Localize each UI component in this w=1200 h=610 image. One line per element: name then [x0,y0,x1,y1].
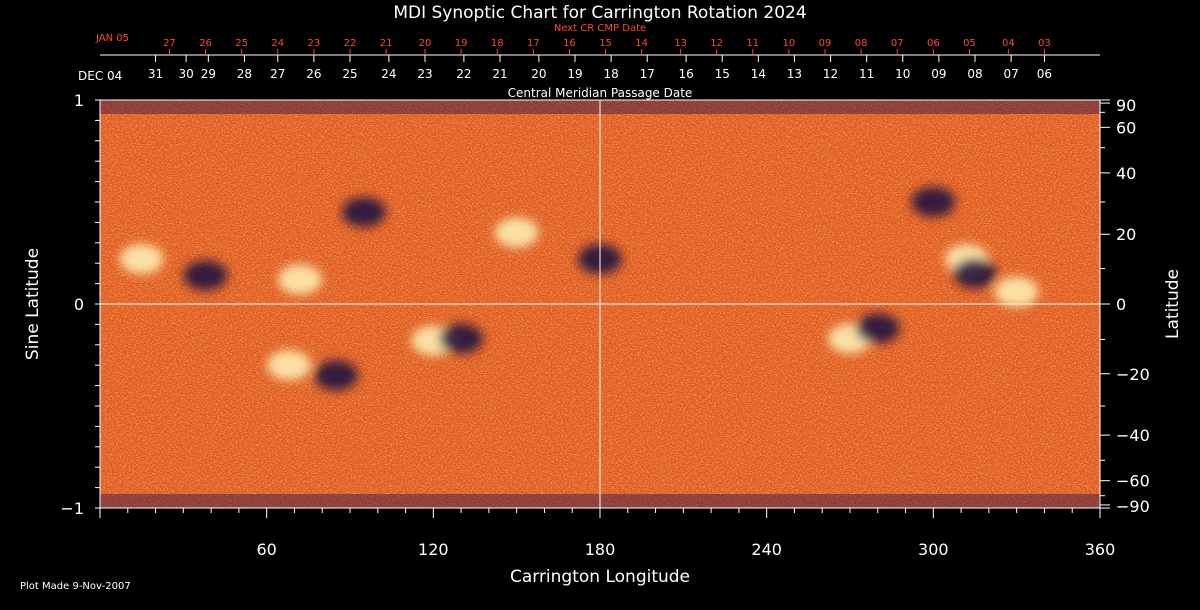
cmp-date-label: 16 [678,67,693,81]
cmp-date-label: 18 [603,67,618,81]
next-cr-date-label: 18 [491,38,504,49]
cmp-date-label: 14 [751,67,766,81]
active-region-negative [953,258,997,289]
cmp-date-label: 30 [178,67,193,81]
cmp-date-label: 21 [492,67,507,81]
next-cr-date-label: 03 [1038,38,1051,49]
x-tick-label: 60 [256,540,276,559]
y-left-tick-label: 0 [74,295,84,314]
cmp-date-label: 10 [895,67,910,81]
y-right-tick-label: −60 [1116,472,1150,491]
cmp-date-label: 25 [342,67,357,81]
y-axis-label-left: Sine Latitude [23,248,43,360]
x-tick-label: 360 [1085,540,1116,559]
active-region-negative [341,197,386,228]
next-cr-date-label: 12 [710,38,723,49]
cmp-date-label: 28 [237,67,252,81]
cmp-date-label: 08 [967,67,982,81]
plot-date-footer: Plot Made 9-Nov-2007 [20,581,131,592]
x-tick-label: 120 [418,540,449,559]
next-cr-date-label: 23 [308,38,321,49]
y-right-tick-label: 60 [1116,118,1136,137]
next-cr-date-label: 20 [419,38,432,49]
cmp-start-label: DEC 04 [78,69,122,83]
active-region-negative [439,323,484,354]
cmp-date-label: 17 [640,67,655,81]
cmp-date-label: 13 [787,67,802,81]
x-tick-label: 240 [751,540,782,559]
y-right-tick-label: 40 [1116,164,1136,183]
active-region-positive [278,264,322,295]
next-cr-date-label: 19 [455,38,468,49]
next-cr-date-label: 15 [599,38,612,49]
active-region-positive [994,276,1039,307]
y-left-tick-label: 1 [74,91,84,110]
next-cr-date-label: 25 [235,38,248,49]
next-cr-date-label: 22 [344,38,357,49]
y-right-tick-label: 90 [1116,96,1136,115]
next-cr-date-label: 07 [891,38,904,49]
next-cr-date-label: 26 [199,38,212,49]
y-right-tick-label: 20 [1116,225,1136,244]
next-cr-start-label: JAN 05 [95,33,129,44]
next-cr-date-label: 10 [783,38,796,49]
cmp-date-label: 12 [823,67,838,81]
y-left-tick-label: −1 [60,499,84,518]
x-axis-label: Carrington Longitude [510,567,690,587]
y-right-tick-label: −20 [1116,365,1150,384]
cmp-date-label: 15 [715,67,730,81]
next-cr-date-label: 24 [271,38,284,49]
cmp-date-label: 07 [1003,67,1018,81]
next-cr-date-label: 05 [963,38,976,49]
axes: 60 120 180 240 300 360 1 0 −1 90 60 40 20 0 −20 −40 −60 −… [60,91,1149,559]
cmp-date-label: 06 [1037,67,1052,81]
active-region-positive [266,350,311,381]
y-right-tick-label: −40 [1116,426,1150,445]
next-cr-date-label: 16 [563,38,576,49]
next-cr-date-label: 04 [1002,38,1015,49]
y-axis-label-right: Latitude [1163,269,1183,339]
cmp-date-label: 24 [381,67,396,81]
x-tick-label: 180 [585,540,616,559]
next-cr-date-axis: 27 26 25 24 23 22 21 20 19 18 17 16 15 14 13 12 11 10 09 08… [163,38,1051,55]
next-cr-date-label: 08 [855,38,868,49]
cmp-date-axis: 31 30 29 28 27 26 25 24 23 22 21 20 19 18 17 16 15 14 13 12… [100,54,1100,81]
active-region-negative [314,360,359,391]
active-region-positive [119,244,164,275]
cmp-date-label: 29 [201,67,216,81]
cmp-date-label: 23 [417,67,432,81]
next-cr-date-label: 06 [927,38,940,49]
cmp-axis-label: Central Meridian Passage Date [508,86,693,100]
next-cr-date-label: 17 [527,38,540,49]
next-cr-date-label: 11 [746,38,759,49]
cmp-date-label: 11 [859,67,874,81]
active-region-negative [183,260,228,291]
active-region-negative [911,187,956,217]
x-tick-label: 300 [918,540,949,559]
next-cr-date-label: 21 [380,38,393,49]
chart-title: MDI Synoptic Chart for Carrington Rotati… [393,3,806,23]
cmp-date-label: 27 [270,67,285,81]
next-cr-date-label: 13 [674,38,687,49]
cmp-date-label: 20 [531,67,546,81]
next-cr-date-label: 14 [635,38,648,49]
active-region-negative [855,313,900,344]
cmp-date-label: 22 [456,67,471,81]
active-region-positive [494,217,539,248]
cmp-date-label: 31 [148,67,163,81]
next-cr-date-label: 27 [163,38,176,49]
cmp-date-label: 19 [567,67,582,81]
next-cr-date-label: 09 [819,38,832,49]
cmp-date-label: 26 [306,67,321,81]
y-right-tick-label: 0 [1116,295,1126,314]
cmp-date-label: 09 [931,67,946,81]
next-cr-axis-label: Next CR CMP Date [554,23,646,34]
y-right-tick-label: −90 [1116,497,1150,516]
